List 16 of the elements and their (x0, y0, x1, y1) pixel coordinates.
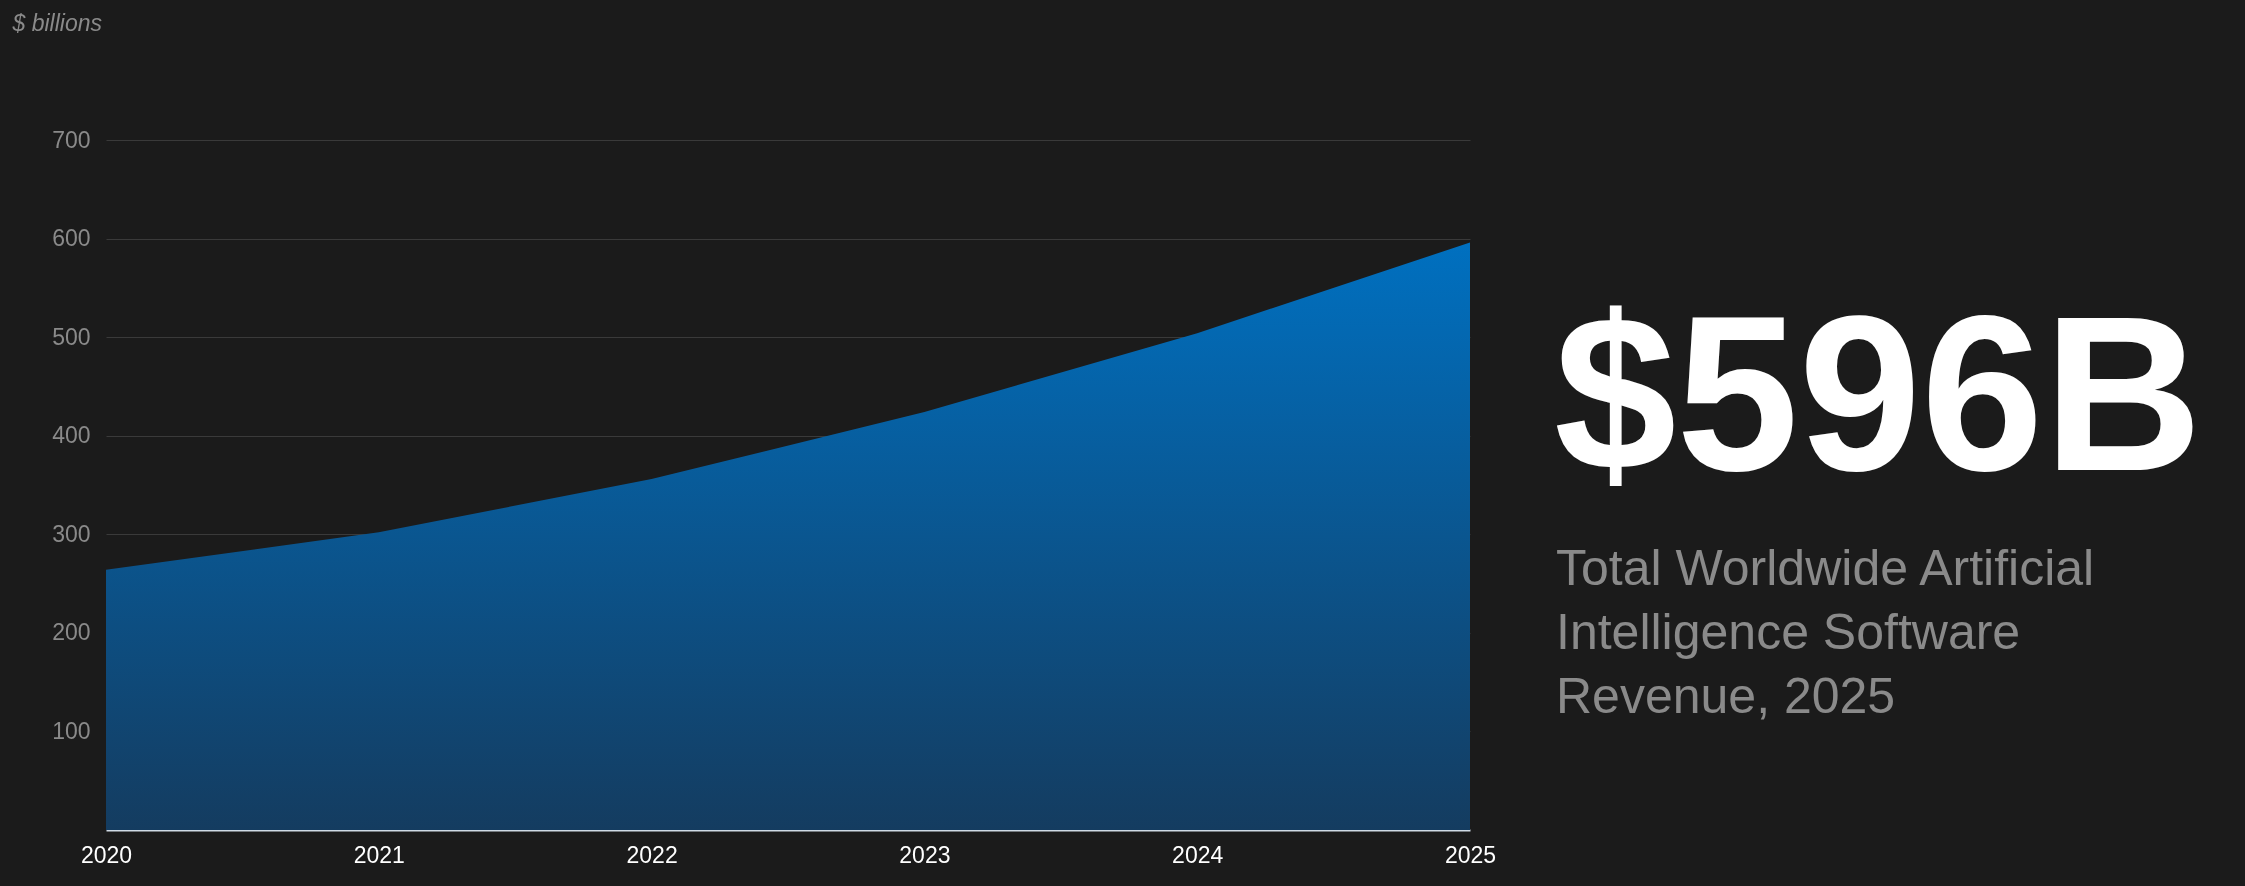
y-axis-title: $ billions (11, 9, 103, 36)
x-tick-label: 2022 (626, 841, 678, 868)
y-tick-label: 600 (52, 225, 91, 252)
y-tick-label: 700 (52, 126, 91, 153)
y-tick-label: 500 (52, 323, 91, 350)
x-tick-label: 2025 (1444, 841, 1497, 868)
y-tick-label: 100 (52, 717, 91, 744)
y-tick-label: 400 (52, 422, 91, 449)
text: $596B (1554, 271, 2203, 517)
x-tick-label: 2020 (80, 841, 133, 868)
y-tick-label: 200 (52, 619, 91, 646)
x-tick-label: 2023 (899, 841, 951, 868)
x-tick-label: 2021 (353, 841, 405, 868)
text: Total Worldwide Artificial Intelligence Software Revenue, 2025 (1556, 540, 2095, 724)
y-tick-label: 300 (52, 520, 91, 547)
x-tick-label: 2024 (1172, 841, 1224, 868)
